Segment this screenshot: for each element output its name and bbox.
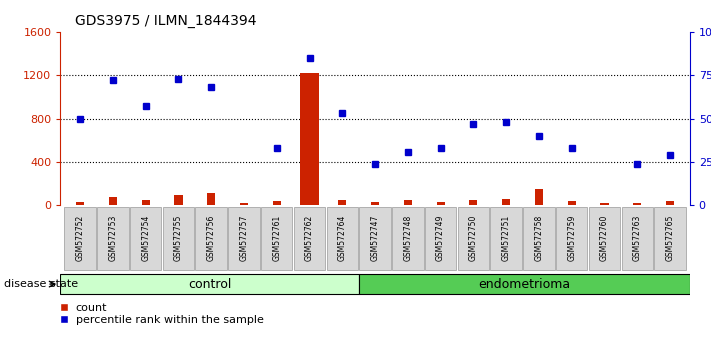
Text: control: control xyxy=(188,278,231,291)
Bar xyxy=(437,201,444,205)
FancyBboxPatch shape xyxy=(491,207,522,269)
FancyBboxPatch shape xyxy=(97,207,129,269)
Text: GSM572750: GSM572750 xyxy=(469,215,478,261)
Bar xyxy=(272,201,281,205)
Text: GSM572754: GSM572754 xyxy=(141,215,150,261)
FancyBboxPatch shape xyxy=(326,207,358,269)
Legend: count, percentile rank within the sample: count, percentile rank within the sample xyxy=(59,303,263,325)
Text: GSM572761: GSM572761 xyxy=(272,215,282,261)
FancyBboxPatch shape xyxy=(392,207,424,269)
Text: endometrioma: endometrioma xyxy=(478,278,570,291)
Text: GSM572751: GSM572751 xyxy=(502,215,510,261)
Bar xyxy=(301,73,319,205)
FancyBboxPatch shape xyxy=(60,274,358,295)
Text: GSM572747: GSM572747 xyxy=(370,215,380,261)
Text: GSM572759: GSM572759 xyxy=(567,215,576,261)
Bar xyxy=(76,201,84,205)
Bar xyxy=(174,195,183,205)
Text: GSM572758: GSM572758 xyxy=(535,215,543,261)
Bar xyxy=(502,199,510,205)
Bar xyxy=(207,193,215,205)
FancyBboxPatch shape xyxy=(458,207,489,269)
FancyBboxPatch shape xyxy=(523,207,555,269)
FancyBboxPatch shape xyxy=(261,207,292,269)
Bar xyxy=(666,201,674,205)
FancyBboxPatch shape xyxy=(228,207,260,269)
FancyBboxPatch shape xyxy=(358,274,690,295)
Text: GSM572753: GSM572753 xyxy=(108,215,117,261)
Bar xyxy=(633,202,641,205)
FancyBboxPatch shape xyxy=(359,207,391,269)
Bar xyxy=(240,202,248,205)
Text: GSM572763: GSM572763 xyxy=(633,215,642,261)
Text: GSM572749: GSM572749 xyxy=(436,215,445,261)
Bar xyxy=(141,200,150,205)
Text: GSM572760: GSM572760 xyxy=(600,215,609,261)
Text: GSM572752: GSM572752 xyxy=(75,215,85,261)
Bar xyxy=(338,200,346,205)
Bar xyxy=(109,197,117,205)
FancyBboxPatch shape xyxy=(294,207,325,269)
FancyBboxPatch shape xyxy=(621,207,653,269)
Text: GSM572748: GSM572748 xyxy=(403,215,412,261)
FancyBboxPatch shape xyxy=(130,207,161,269)
Text: GDS3975 / ILMN_1844394: GDS3975 / ILMN_1844394 xyxy=(75,14,256,28)
Bar xyxy=(600,202,609,205)
FancyBboxPatch shape xyxy=(654,207,685,269)
Bar xyxy=(404,200,412,205)
FancyBboxPatch shape xyxy=(589,207,620,269)
Text: GSM572755: GSM572755 xyxy=(174,215,183,261)
Bar xyxy=(535,189,543,205)
Text: GSM572757: GSM572757 xyxy=(240,215,248,261)
Text: GSM572764: GSM572764 xyxy=(338,215,347,261)
FancyBboxPatch shape xyxy=(425,207,456,269)
Bar xyxy=(469,200,478,205)
FancyBboxPatch shape xyxy=(65,207,96,269)
Bar xyxy=(567,201,576,205)
Text: disease state: disease state xyxy=(4,279,77,289)
FancyBboxPatch shape xyxy=(556,207,587,269)
Text: GSM572756: GSM572756 xyxy=(207,215,215,261)
Text: GSM572765: GSM572765 xyxy=(665,215,675,261)
FancyBboxPatch shape xyxy=(196,207,227,269)
FancyBboxPatch shape xyxy=(163,207,194,269)
Text: GSM572762: GSM572762 xyxy=(305,215,314,261)
Bar xyxy=(371,202,379,205)
